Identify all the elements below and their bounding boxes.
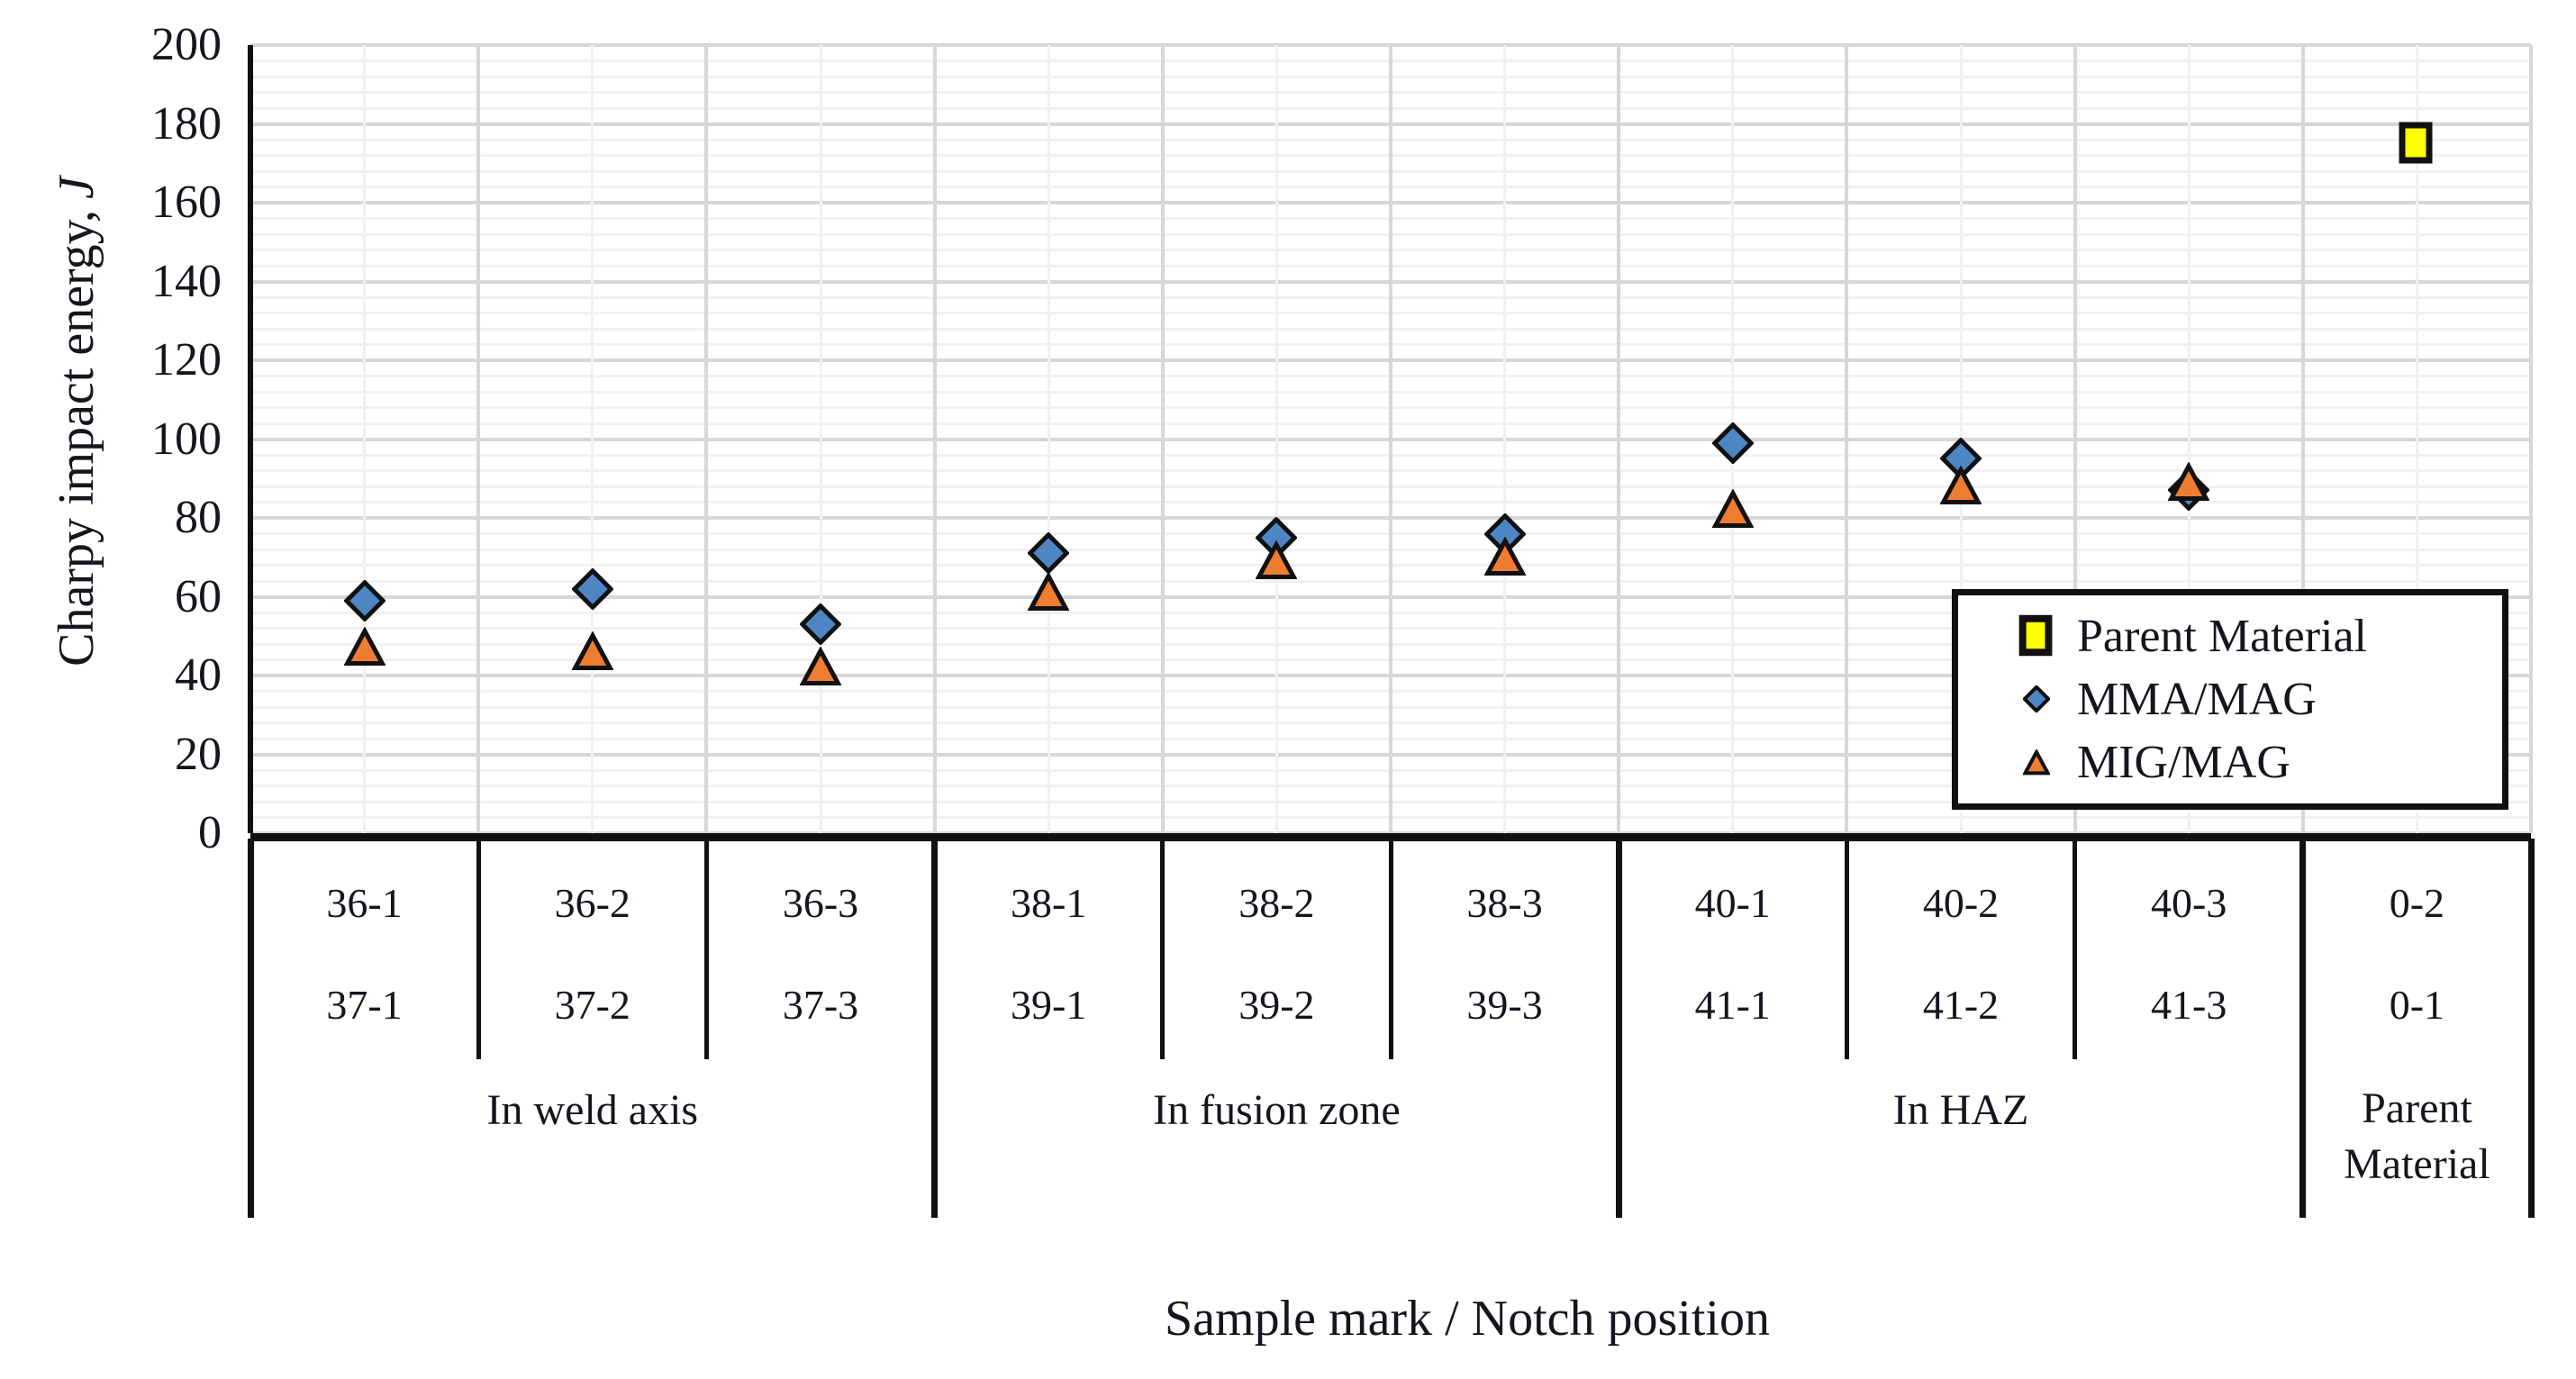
data-point-triangle-40-3 <box>2167 460 2210 508</box>
data-point-square-0-2 <box>2394 121 2439 170</box>
gridline-major-vertical <box>932 45 937 833</box>
sample-mark-top: 38-3 <box>1466 880 1543 926</box>
sample-mark-top: 40-2 <box>1922 880 2000 926</box>
y-tick-label: 140 <box>151 255 222 307</box>
gridline-major-vertical <box>1617 45 1621 833</box>
gridline-major-vertical <box>2073 45 2077 833</box>
notch-position-group-label: In fusion zone <box>1153 1086 1401 1134</box>
legend-square-icon <box>2014 614 2059 658</box>
y-tick-label: 200 <box>151 19 222 70</box>
legend-entry: MIG/MAG <box>2014 736 2493 789</box>
legend-entry: MMA/MAG <box>2014 673 2493 726</box>
y-tick-label: 160 <box>151 177 222 228</box>
gridline-minor-vertical <box>1503 45 1507 833</box>
notch-position-group-label: Parent Material <box>2344 1084 2490 1188</box>
x-axis-title: Sample mark / Notch position <box>1165 1291 1770 1347</box>
table-column-divider <box>1160 839 1166 1059</box>
sample-mark-bottom: 39-3 <box>1466 982 1543 1028</box>
y-tick-label: 40 <box>175 649 222 701</box>
legend-triangle-icon <box>2014 748 2059 776</box>
gridline-major-vertical <box>704 45 709 833</box>
sample-mark-bottom: 39-2 <box>1238 982 1315 1028</box>
table-group-divider <box>1615 839 1622 1218</box>
table-group-divider <box>247 839 254 1218</box>
legend-label: MMA/MAG <box>2077 673 2317 725</box>
y-tick-label: 0 <box>198 807 222 858</box>
data-point-triangle-36-2 <box>571 631 614 677</box>
sample-mark-top: 40-3 <box>2151 880 2227 926</box>
gridline-minor-vertical <box>1274 45 1278 833</box>
gridline-minor-vertical <box>819 45 822 833</box>
y-tick-label: 20 <box>175 728 222 780</box>
y-tick-label: 60 <box>175 570 222 622</box>
table-column-divider <box>1844 839 1849 1059</box>
y-tick-label: 180 <box>151 97 222 150</box>
sample-mark-top: 0-2 <box>2389 880 2445 926</box>
gridline-minor-vertical <box>1047 45 1050 833</box>
table-group-divider <box>931 839 939 1218</box>
data-point-triangle-36-3 <box>799 646 842 693</box>
table-group-divider <box>2299 839 2307 1218</box>
sample-mark-bottom: 0-1 <box>2389 982 2445 1028</box>
table-column-divider <box>2073 839 2078 1059</box>
gridline-minor-vertical <box>363 45 367 833</box>
sample-mark-top: 36-2 <box>554 880 630 926</box>
table-column-divider <box>1388 839 1393 1059</box>
sample-mark-top: 36-3 <box>782 880 859 926</box>
data-point-triangle-38-3 <box>1483 536 1527 583</box>
sample-mark-top: 38-1 <box>1011 880 1087 926</box>
plot-area: Parent Material MMA/MAG MIG/MAG <box>248 43 2533 835</box>
gridline-minor-vertical <box>2187 45 2191 833</box>
sample-mark-bottom: 41-2 <box>1922 982 2000 1028</box>
sample-mark-top: 40-1 <box>1694 880 1771 926</box>
sample-mark-bottom: 41-3 <box>2151 982 2227 1028</box>
gridline-major-vertical <box>476 45 481 833</box>
data-point-diamond-36-3 <box>799 603 842 649</box>
legend-diamond-icon <box>2014 685 2059 713</box>
gridline-minor-vertical <box>591 45 594 833</box>
sample-mark-top: 36-1 <box>326 880 403 926</box>
gridline-major-vertical <box>2529 45 2533 833</box>
gridline-major-vertical <box>1845 45 1849 833</box>
data-point-triangle-36-1 <box>343 626 386 673</box>
category-axis-line <box>250 833 2531 841</box>
legend-label: MIG/MAG <box>2077 737 2290 789</box>
data-point-diamond-40-1 <box>1711 422 1755 468</box>
legend: Parent Material MMA/MAG MIG/MAG <box>1952 589 2508 810</box>
notch-position-group-label: In HAZ <box>1892 1086 2029 1134</box>
table-group-divider <box>2527 839 2535 1218</box>
sample-mark-bottom: 37-3 <box>782 982 859 1028</box>
sample-mark-bottom: 37-1 <box>326 982 403 1028</box>
sample-mark-bottom: 37-2 <box>554 982 630 1028</box>
y-tick-label: 80 <box>175 492 222 543</box>
legend-entry: Parent Material <box>2014 610 2493 663</box>
y-axis-line <box>248 45 253 833</box>
sample-mark-bottom: 41-1 <box>1694 982 1771 1028</box>
table-column-divider <box>703 839 709 1059</box>
gridline-major-vertical <box>1160 45 1165 833</box>
data-point-diamond-36-2 <box>571 567 614 614</box>
gridline-major-vertical <box>2300 45 2305 833</box>
sample-mark-bottom: 39-1 <box>1011 982 1087 1028</box>
data-point-triangle-40-2 <box>1939 465 1982 512</box>
gridline-major-vertical <box>1389 45 1392 833</box>
sample-mark-top: 38-2 <box>1238 880 1315 926</box>
notch-position-group-label: In weld axis <box>486 1086 699 1134</box>
data-point-triangle-38-1 <box>1027 571 1070 618</box>
data-point-triangle-38-2 <box>1255 540 1298 586</box>
data-point-diamond-36-1 <box>342 579 386 626</box>
y-tick-label: 100 <box>151 413 222 465</box>
table-column-divider <box>476 839 481 1059</box>
y-tick-label: 120 <box>151 334 222 386</box>
gridline-minor-vertical <box>2415 45 2418 833</box>
legend-label: Parent Material <box>2077 610 2367 662</box>
category-axis-table: 36-1 37-1 36-2 37-2 36-3 37-3 38-1 39-1 38-2 39-2… <box>247 833 2535 1218</box>
data-point-triangle-40-1 <box>1711 488 1755 535</box>
